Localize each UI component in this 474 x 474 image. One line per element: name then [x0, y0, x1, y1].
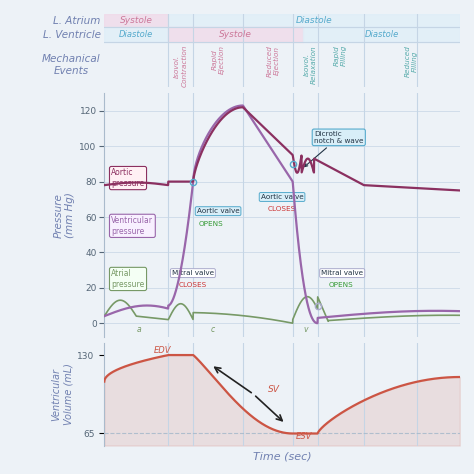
Text: Systole: Systole — [219, 30, 252, 39]
Text: Mechanical
Events: Mechanical Events — [42, 54, 100, 75]
Y-axis label: Ventricular
Volume (mL): Ventricular Volume (mL) — [52, 364, 73, 425]
Text: Ventricular
pressure: Ventricular pressure — [111, 216, 154, 236]
Text: L. Atrium: L. Atrium — [54, 16, 100, 26]
Text: ESV: ESV — [296, 432, 313, 441]
Text: Diastole: Diastole — [296, 16, 332, 25]
Text: Dicrotic
notch & wave: Dicrotic notch & wave — [305, 131, 364, 166]
Text: EDV: EDV — [154, 346, 172, 355]
Text: Systole: Systole — [120, 16, 153, 25]
Text: L. Ventricle: L. Ventricle — [43, 30, 100, 40]
Text: Isovol.
Relaxation: Isovol. Relaxation — [304, 45, 317, 83]
Bar — [104, 14, 168, 27]
Text: Mitral valve: Mitral valve — [172, 270, 214, 276]
Text: Mitral valve: Mitral valve — [321, 270, 363, 276]
Text: v: v — [303, 325, 308, 334]
Text: CLOSES: CLOSES — [268, 206, 296, 212]
Bar — [104, 27, 168, 42]
Y-axis label: Pressure
(mm Hg): Pressure (mm Hg) — [54, 192, 75, 238]
Text: OPENS: OPENS — [328, 283, 353, 289]
Text: Diastole: Diastole — [119, 30, 154, 39]
Text: Aortic
pressure: Aortic pressure — [111, 168, 145, 188]
Text: Aortic valve: Aortic valve — [261, 194, 303, 200]
Text: Reduced
Filling: Reduced Filling — [405, 45, 418, 77]
Text: Isovol.
Contraction: Isovol. Contraction — [174, 45, 187, 87]
X-axis label: Time (sec): Time (sec) — [253, 451, 311, 461]
Bar — [168, 14, 460, 27]
Text: Atrial
pressure: Atrial pressure — [111, 269, 145, 289]
Text: Diastole: Diastole — [365, 30, 399, 39]
Text: a: a — [137, 325, 141, 334]
Text: OPENS: OPENS — [199, 220, 223, 227]
Text: CLOSES: CLOSES — [179, 283, 207, 289]
Text: Rapid
Filling: Rapid Filling — [334, 45, 347, 66]
Bar — [303, 27, 460, 42]
Bar — [168, 27, 303, 42]
Text: c: c — [211, 325, 215, 334]
Text: Rapid
Ejection: Rapid Ejection — [211, 45, 225, 74]
Text: SV: SV — [268, 385, 280, 394]
Text: Reduced
Ejection: Reduced Ejection — [266, 45, 280, 77]
Text: Aortic valve: Aortic valve — [197, 208, 239, 214]
